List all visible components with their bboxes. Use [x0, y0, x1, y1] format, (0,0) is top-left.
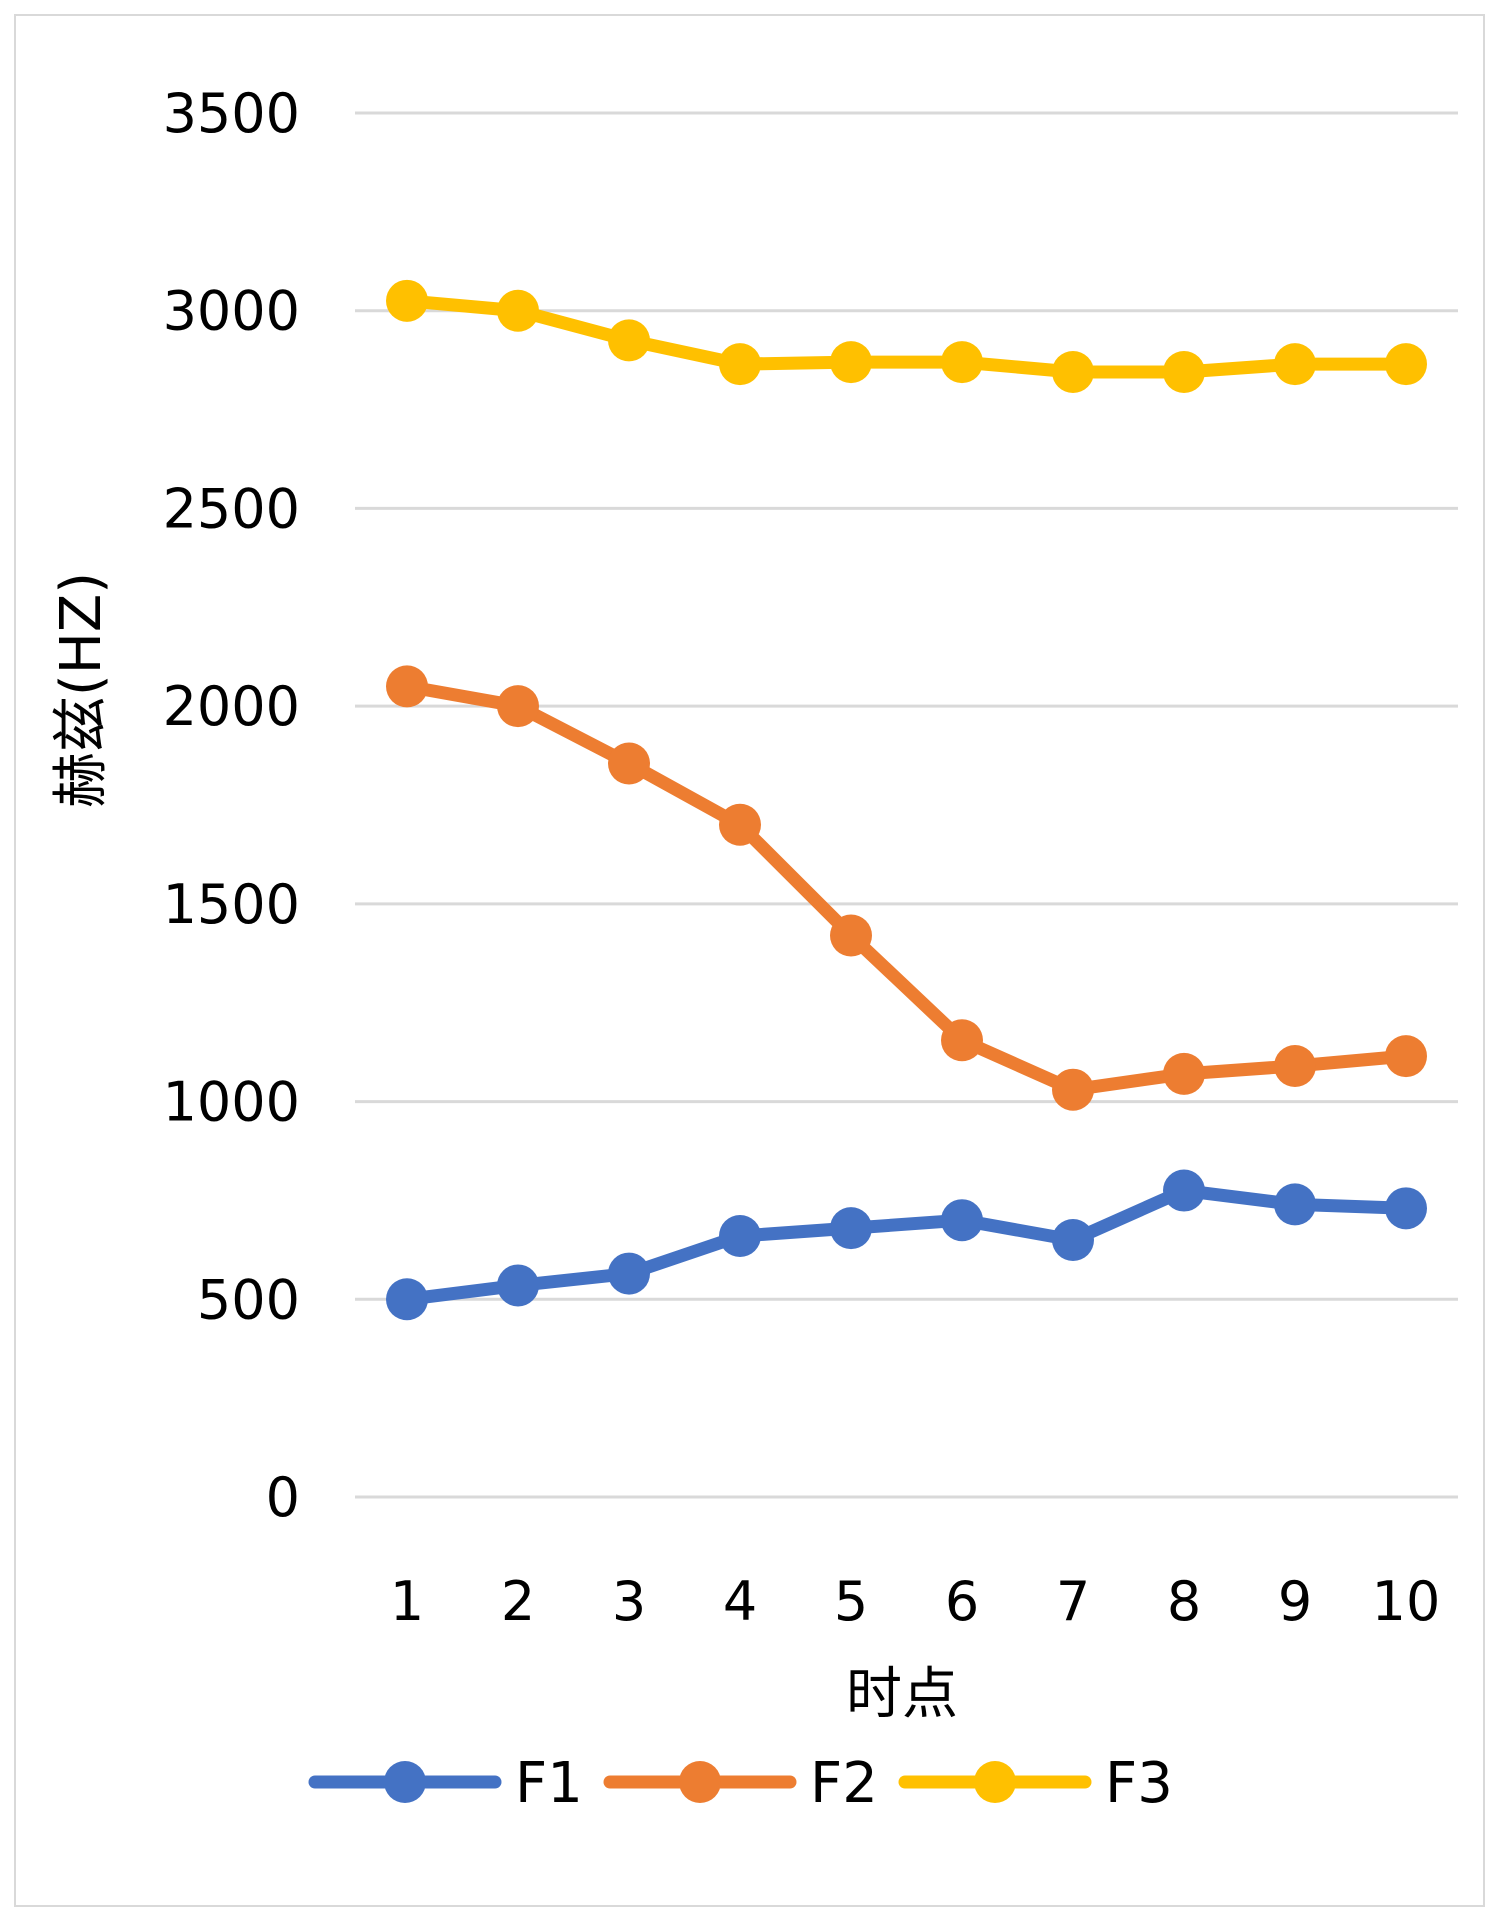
- data-point-f3: [1274, 343, 1316, 386]
- legend: F1 F2 F3: [308, 1751, 1173, 1816]
- series-lines: [386, 279, 1427, 1321]
- legend-swatch-marker: [974, 1761, 1016, 1803]
- data-point-f2: [497, 685, 539, 728]
- x-tick-label: 1: [390, 1570, 424, 1633]
- data-point-f1: [386, 1278, 428, 1321]
- series-f2: [386, 665, 1427, 1111]
- data-point-f1: [608, 1252, 650, 1295]
- data-point-f2: [386, 665, 428, 708]
- data-point-f1: [719, 1215, 761, 1258]
- data-point-f2: [1274, 1044, 1316, 1087]
- data-point-f1: [830, 1207, 872, 1250]
- y-tick-label: 1000: [163, 1071, 300, 1134]
- x-axis-title: 时点: [846, 1662, 958, 1727]
- data-point-f2: [941, 1019, 983, 1062]
- y-tick-label: 3000: [163, 280, 300, 343]
- x-axis-tick-labels: 1 2 3 4 5 6 7 8 9 10: [390, 1570, 1441, 1633]
- y-axis-title: 赫兹(HZ): [49, 572, 114, 808]
- y-tick-label: 2500: [163, 477, 300, 540]
- data-point-f3: [719, 343, 761, 386]
- data-point-f2: [1052, 1068, 1094, 1111]
- x-tick-label: 7: [1056, 1570, 1090, 1633]
- legend-item-f3: F3: [898, 1751, 1173, 1816]
- data-point-f1: [497, 1264, 539, 1307]
- data-point-f1: [1052, 1218, 1094, 1261]
- y-tick-label: 500: [197, 1268, 300, 1331]
- chart-frame: [14, 14, 1485, 1907]
- data-point-f3: [941, 341, 983, 384]
- series-f1: [386, 1169, 1427, 1321]
- legend-label: F1: [515, 1751, 583, 1816]
- legend-item-f2: F2: [603, 1751, 878, 1816]
- data-point-f3: [497, 289, 539, 332]
- x-tick-label: 9: [1278, 1570, 1312, 1633]
- y-tick-label: 1500: [163, 873, 300, 936]
- x-tick-label: 8: [1167, 1570, 1201, 1633]
- x-tick-label: 5: [834, 1570, 868, 1633]
- data-point-f3: [386, 279, 428, 322]
- data-point-f2: [719, 803, 761, 846]
- legend-label: F3: [1105, 1751, 1173, 1816]
- data-point-f2: [1163, 1052, 1205, 1095]
- series-line-f2: [400, 679, 1413, 1097]
- series-f3: [386, 279, 1427, 394]
- y-axis-tick-labels: 0 500 1000 1500 2000 2500 3000 3500: [163, 82, 300, 1529]
- x-tick-label: 10: [1372, 1570, 1441, 1633]
- legend-label: F2: [810, 1751, 878, 1816]
- data-point-f1: [1385, 1187, 1427, 1230]
- x-tick-label: 3: [612, 1570, 646, 1633]
- series-line-f3: [400, 294, 1413, 379]
- y-tick-label: 3500: [163, 82, 300, 145]
- x-tick-label: 4: [723, 1570, 757, 1633]
- data-point-f1: [1274, 1183, 1316, 1226]
- legend-swatch-marker: [679, 1761, 721, 1803]
- x-tick-label: 2: [501, 1570, 535, 1633]
- data-point-f3: [1163, 351, 1205, 394]
- data-point-f3: [1385, 343, 1427, 386]
- y-tick-label: 0: [266, 1466, 300, 1529]
- legend-item-f1: F1: [308, 1751, 583, 1816]
- data-point-f1: [1163, 1169, 1205, 1212]
- data-point-f1: [941, 1199, 983, 1242]
- y-tick-label: 2000: [163, 675, 300, 738]
- data-point-f2: [608, 742, 650, 785]
- data-point-f3: [608, 319, 650, 362]
- data-point-f3: [1052, 351, 1094, 394]
- legend-swatch-marker: [384, 1761, 426, 1803]
- x-tick-label: 6: [945, 1570, 979, 1633]
- data-point-f2: [830, 914, 872, 957]
- series-line-f1: [400, 1184, 1413, 1306]
- data-point-f3: [830, 341, 872, 384]
- data-point-f2: [1385, 1035, 1427, 1078]
